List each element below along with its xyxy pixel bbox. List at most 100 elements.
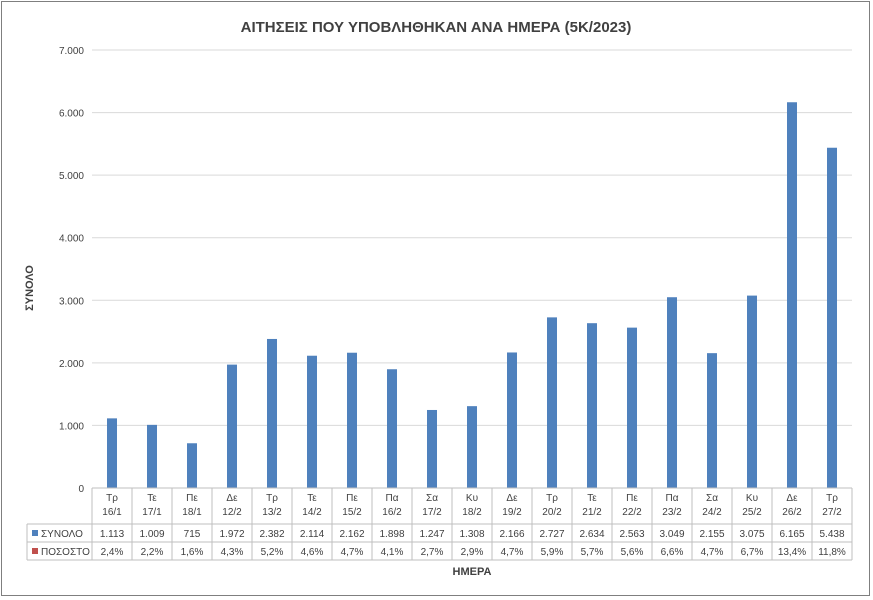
- category-date-label: 27/2: [822, 507, 842, 518]
- category-date-label: 17/1: [142, 507, 162, 518]
- category-day-label: Πε: [626, 493, 638, 504]
- category-date-label: 14/2: [302, 507, 322, 518]
- data-label: 1.113: [100, 529, 125, 540]
- y-tick-label: 4.000: [59, 234, 84, 245]
- bar: [427, 409, 437, 488]
- data-label: 715: [184, 529, 201, 540]
- data-label: 5.438: [819, 529, 844, 540]
- category-day-label: Δε: [226, 493, 238, 504]
- data-label: 2,9%: [461, 547, 484, 558]
- y-axis-label: ΣΥΝΟΛΟ: [24, 265, 36, 311]
- y-tick-label: 5.000: [59, 171, 84, 182]
- category-date-label: 16/2: [382, 507, 402, 518]
- category-day-label: Δε: [506, 493, 518, 504]
- category-day-label: Τρ: [546, 493, 558, 504]
- category-date-label: 20/2: [542, 507, 562, 518]
- category-day-label: Πε: [346, 493, 358, 504]
- legend-label: ΣΥΝΟΛΟ: [41, 529, 83, 540]
- data-label: 2.162: [339, 529, 364, 540]
- data-label: 5,9%: [541, 547, 564, 558]
- bar: [747, 295, 757, 488]
- bar: [507, 352, 517, 488]
- y-tick-label: 0: [78, 484, 84, 495]
- data-label: 2,4%: [101, 547, 124, 558]
- y-tick-label: 2.000: [59, 359, 84, 370]
- y-axis-ticks: 0 1.000 2.000 3.000 4.000 5.000 6.000 7.000: [59, 46, 84, 495]
- chart-title: ΑΙΤΗΣΕΙΣ ΠΟΥ ΥΠΟΒΛΗΘΗΚΑΝ ΑΝΑ ΗΜΕΡΑ (5Κ/2…: [241, 19, 632, 36]
- category-date-label: 23/2: [662, 507, 682, 518]
- category-day-label: Πα: [385, 493, 398, 504]
- category-date-label: 18/1: [182, 507, 202, 518]
- x-axis-label: ΗΜΕΡΑ: [453, 566, 492, 578]
- category-day-label: Τρ: [826, 493, 838, 504]
- data-label: 4,7%: [501, 547, 524, 558]
- y-tick-label: 3.000: [59, 296, 84, 307]
- legend-key: [32, 548, 38, 554]
- bars: [107, 102, 837, 489]
- bar: [187, 443, 197, 488]
- category-day-label: Τρ: [106, 493, 118, 504]
- legend-key: [32, 530, 38, 536]
- bar: [147, 424, 157, 488]
- category-date-label: 15/2: [342, 507, 362, 518]
- category-date-label: 19/2: [502, 507, 522, 518]
- data-label: 6.165: [779, 529, 804, 540]
- category-day-label: Πα: [665, 493, 678, 504]
- bar: [787, 102, 797, 489]
- bar: [467, 406, 477, 488]
- data-label: 5,2%: [261, 547, 284, 558]
- y-tick-label: 7.000: [59, 46, 84, 57]
- data-table: Τρ 16/1 Τε 17/1 Πε 18/1 Δε 12/2 Τρ 13/2 Τε 14/2 Πε 15…: [26, 487, 853, 561]
- category-day-label: Τε: [147, 493, 157, 504]
- bar: [827, 147, 837, 488]
- category-date-label: 16/1: [102, 507, 122, 518]
- bar: [107, 418, 117, 488]
- data-label: 4,1%: [381, 547, 404, 558]
- category-day-label: Σα: [426, 493, 438, 504]
- category-date-label: 18/2: [462, 507, 482, 518]
- data-label: 2.727: [539, 529, 564, 540]
- data-label: 5,7%: [581, 547, 604, 558]
- data-label: 2.155: [699, 529, 724, 540]
- category-date-label: 17/2: [422, 507, 442, 518]
- category-day-label: Τρ: [266, 493, 278, 504]
- y-tick-label: 6.000: [59, 109, 84, 120]
- bar: [307, 355, 317, 488]
- bar: [227, 364, 237, 488]
- data-label: 3.049: [659, 529, 684, 540]
- category-date-label: 21/2: [582, 507, 602, 518]
- data-label: 2,2%: [141, 547, 164, 558]
- data-label: 2.563: [619, 529, 644, 540]
- data-label: 2.382: [259, 529, 284, 540]
- data-label: 3.075: [739, 529, 764, 540]
- y-tick-label: 1.000: [59, 421, 84, 432]
- data-label: 4,7%: [341, 547, 364, 558]
- data-label: 6,7%: [741, 547, 764, 558]
- data-label: 4,6%: [301, 547, 324, 558]
- category-day-label: Κυ: [746, 493, 758, 504]
- data-label: 2.114: [300, 529, 325, 540]
- bar: [587, 323, 597, 488]
- data-label: 2,7%: [421, 547, 444, 558]
- category-date-label: 25/2: [742, 507, 762, 518]
- data-label: 1.009: [139, 529, 164, 540]
- data-label: 13,4%: [778, 547, 806, 558]
- bar: [267, 338, 277, 488]
- bar: [387, 369, 397, 488]
- category-day-label: Πε: [186, 493, 198, 504]
- data-label: 2.166: [499, 529, 524, 540]
- data-label: 1.247: [419, 529, 444, 540]
- category-day-label: Τε: [587, 493, 597, 504]
- category-date-label: 24/2: [702, 507, 722, 518]
- data-label: 1.308: [459, 529, 484, 540]
- category-date-label: 26/2: [782, 507, 802, 518]
- data-label: 5,6%: [621, 547, 644, 558]
- data-label: 4,3%: [221, 547, 244, 558]
- bar: [627, 327, 637, 488]
- data-label: 1.972: [219, 529, 244, 540]
- category-date-label: 13/2: [262, 507, 282, 518]
- bar: [707, 353, 717, 488]
- category-date-label: 22/2: [622, 507, 642, 518]
